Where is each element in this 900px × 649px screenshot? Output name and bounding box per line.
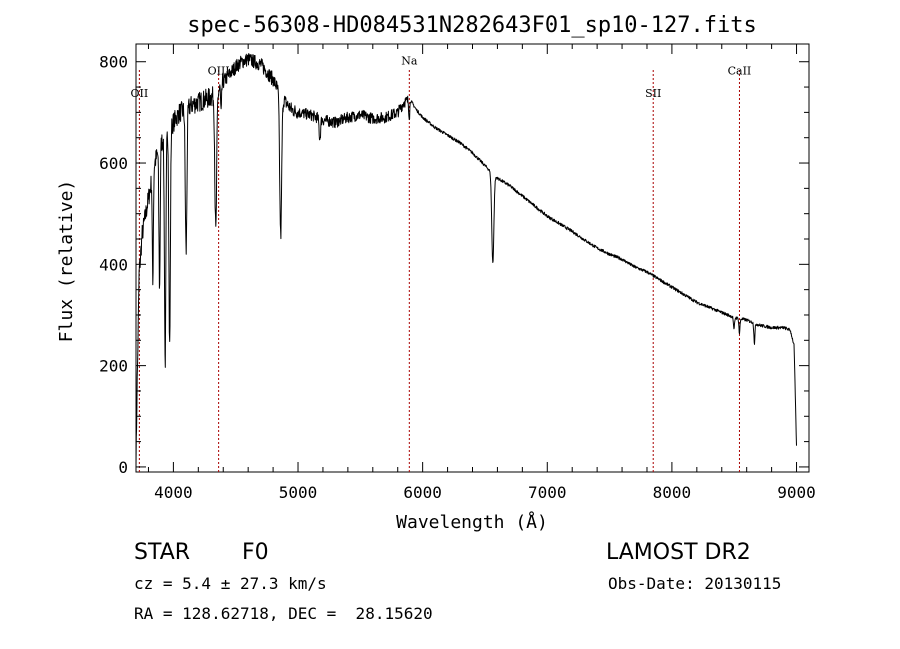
chart-title: spec-56308-HD084531N282643F01_sp10-127.f… <box>187 13 757 38</box>
x-tick-label: 8000 <box>653 483 692 502</box>
x-tick-label: 6000 <box>403 483 442 502</box>
line-marker-label: OII <box>131 87 149 100</box>
spectral-line-markers: OII OIII Na SII CaII <box>131 54 752 472</box>
line-marker-label: Na <box>401 54 418 67</box>
x-tick-label: 4000 <box>154 483 193 502</box>
x-tick-label: 5000 <box>279 483 318 502</box>
spectrum-line <box>135 53 797 467</box>
x-axis-label: Wavelength (Å) <box>396 511 548 533</box>
object-subclass: F0 <box>242 540 269 565</box>
line-marker-label: OIII <box>208 64 230 77</box>
line-marker-label: SII <box>645 87 661 100</box>
survey-label: LAMOST DR2 <box>606 540 751 565</box>
x-tick-label: 7000 <box>528 483 567 502</box>
x-tick-label: 9000 <box>777 483 816 502</box>
y-tick-label: 0 <box>118 458 128 477</box>
axes: 4000 5000 6000 7000 8000 9000 0 200 400 600 800 <box>99 44 816 502</box>
observation-date: Obs-Date: 20130115 <box>608 574 782 593</box>
y-tick-label: 800 <box>99 53 128 72</box>
y-tick-label: 600 <box>99 154 128 173</box>
plot-frame <box>135 43 810 473</box>
y-tick-label: 400 <box>99 255 128 274</box>
y-tick-label: 200 <box>99 357 128 376</box>
coordinates: RA = 128.62718, DEC = 28.15620 <box>134 604 433 623</box>
y-axis-label: Flux (relative) <box>56 180 77 343</box>
object-class: STAR <box>134 540 191 565</box>
redshift-velocity: cz = 5.4 ± 27.3 km/s <box>134 574 327 593</box>
line-marker-label: CaII <box>728 64 752 77</box>
